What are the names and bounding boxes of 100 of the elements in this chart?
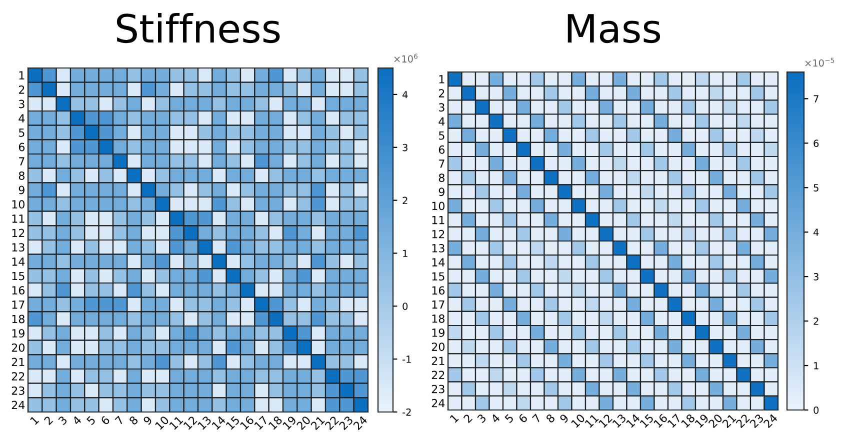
color-bar-label: 6 xyxy=(814,140,819,147)
y-tick-label: 8 xyxy=(438,174,444,182)
chart-title: Mass xyxy=(568,14,660,44)
x-tick-label: 17 xyxy=(667,414,682,428)
y-tick-label: 9 xyxy=(438,188,444,196)
x-tick-label: 18 xyxy=(268,415,283,430)
y-tick-label: 16 xyxy=(432,286,445,295)
y-tick-label: 4 xyxy=(18,114,25,122)
x-tick-label: 19 xyxy=(282,415,297,430)
y-tick-label: 8 xyxy=(18,171,24,180)
y-tick-label: 1 xyxy=(19,71,24,80)
x-tick-label: 13 xyxy=(197,416,212,430)
x-tick-label: 22 xyxy=(324,416,339,430)
y-tick-label: 13 xyxy=(432,244,444,252)
y-tick-label: 20 xyxy=(12,343,24,352)
x-tick-label: 9 xyxy=(559,413,570,424)
x-tick-label: 14 xyxy=(212,415,226,430)
x-tick-label: 5 xyxy=(86,416,96,426)
y-tick-label: 18 xyxy=(432,314,444,323)
x-tick-label: 1 xyxy=(450,414,459,423)
x-tick-label: 10 xyxy=(570,413,586,428)
x-tick-label: 2 xyxy=(44,416,54,426)
y-tick-label: 15 xyxy=(12,272,24,280)
y-tick-label: 20 xyxy=(432,342,444,352)
x-tick-label: 5 xyxy=(504,414,514,424)
y-tick-label: 7 xyxy=(19,157,24,166)
y-tick-label: 12 xyxy=(432,230,444,238)
y-tick-label: 10 xyxy=(432,202,444,210)
x-tick-label: 24 xyxy=(763,413,778,428)
chart-title: Stiffness xyxy=(116,12,280,44)
y-tick-label: 11 xyxy=(432,216,444,224)
y-tick-label: 15 xyxy=(432,272,444,281)
x-tick-label: 12 xyxy=(183,416,198,430)
y-tick-label: 2 xyxy=(18,85,24,94)
x-tick-label: 9 xyxy=(142,415,153,426)
x-tick-label: 23 xyxy=(338,416,354,430)
y-tick-label: 22 xyxy=(12,372,24,380)
x-tick-label: 12 xyxy=(598,414,613,428)
color-bar-label: 4 xyxy=(402,91,408,98)
x-tick-label: 14 xyxy=(626,413,640,428)
x-tick-label: 6 xyxy=(518,413,528,424)
color-bar-label: 2 xyxy=(402,196,408,204)
color-bar-label: 0 xyxy=(814,406,819,414)
y-tick-label: 6 xyxy=(18,142,25,152)
y-tick-label: 2 xyxy=(438,89,444,98)
x-tick-label: 15 xyxy=(226,416,240,430)
x-tick-label: 16 xyxy=(653,413,668,428)
x-tick-label: 17 xyxy=(254,416,268,430)
color-bar-label: 1 xyxy=(814,362,818,370)
y-tick-label: 19 xyxy=(432,328,444,337)
color-bar-label: 2 xyxy=(814,318,818,325)
y-tick-label: 11 xyxy=(12,214,24,223)
y-tick-label: 22 xyxy=(432,370,444,380)
x-tick-label: 3 xyxy=(476,414,487,424)
y-tick-label: 6 xyxy=(438,145,445,154)
x-tick-label: 10 xyxy=(154,415,170,430)
x-tick-label: 24 xyxy=(352,415,368,430)
x-tick-label: 3 xyxy=(58,416,68,426)
x-tick-label: 4 xyxy=(490,413,500,424)
color-bar-label: 1 xyxy=(403,250,408,257)
color-bar-label: -2 xyxy=(402,408,411,416)
y-tick-label: 24 xyxy=(432,398,445,408)
y-tick-label: 23 xyxy=(12,386,24,395)
color-bar-label: 4 xyxy=(814,228,819,236)
color-bar-label: 5 xyxy=(814,184,818,192)
y-tick-label: 24 xyxy=(12,400,25,410)
y-tick-label: 16 xyxy=(12,286,25,295)
y-tick-label: 17 xyxy=(432,300,444,309)
y-tick-label: 18 xyxy=(12,314,24,324)
x-tick-label: 1 xyxy=(30,416,40,425)
color-bar-title: ×10$^{−5}$ xyxy=(805,58,834,67)
x-tick-label: 4 xyxy=(72,415,82,426)
x-tick-label: 7 xyxy=(114,416,124,426)
x-tick-label: 21 xyxy=(722,414,736,428)
x-tick-label: 20 xyxy=(296,415,312,430)
y-tick-label: 13 xyxy=(12,243,24,252)
x-tick-label: 15 xyxy=(640,414,654,428)
color-bar-title: ×10$^{6}$ xyxy=(394,54,418,63)
y-tick-label: 10 xyxy=(12,200,24,209)
x-tick-label: 6 xyxy=(100,415,110,426)
x-tick-label: 16 xyxy=(240,415,254,430)
x-tick-label: 11 xyxy=(169,416,184,430)
x-tick-label: 2 xyxy=(463,414,473,424)
color-bar-label: 3 xyxy=(402,144,408,152)
y-tick-label: 21 xyxy=(432,356,444,365)
x-tick-label: 23 xyxy=(749,414,764,428)
color-bar-label: 7 xyxy=(814,95,818,102)
y-tick-label: 12 xyxy=(12,228,24,238)
y-tick-label: 7 xyxy=(439,160,444,168)
x-tick-label: 8 xyxy=(545,413,556,424)
y-tick-label: 17 xyxy=(12,300,24,309)
y-tick-label: 19 xyxy=(12,329,24,338)
y-tick-label: 14 xyxy=(432,258,445,266)
y-tick-label: 4 xyxy=(438,117,445,126)
y-tick-label: 3 xyxy=(19,100,24,108)
x-tick-label: 19 xyxy=(694,413,710,428)
y-tick-label: 21 xyxy=(12,358,24,366)
x-tick-label: 18 xyxy=(680,413,696,428)
color-bar-label: 0 xyxy=(402,302,408,310)
x-tick-label: 8 xyxy=(128,415,138,426)
